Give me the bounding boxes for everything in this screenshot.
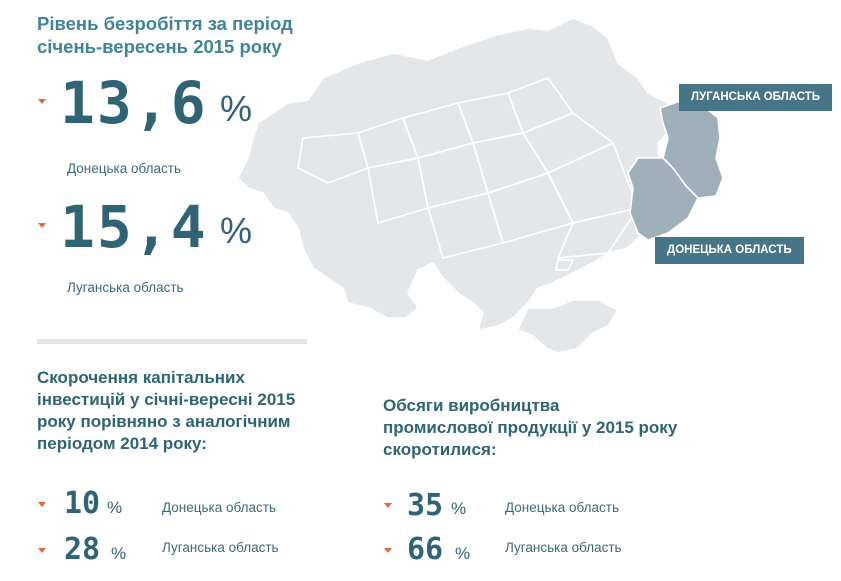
donetsk-unemployment-value: 13,6 <box>60 69 208 137</box>
luhansk-industry-unit: % <box>455 544 471 563</box>
luhansk-industry-value: 66 <box>407 532 444 567</box>
luhansk-unemployment-value: 15,4 <box>60 193 208 261</box>
donetsk-industry-value: 35 <box>407 488 444 523</box>
decrease-arrow-icon <box>38 99 46 104</box>
luhansk-unemployment-region: Луганська область <box>67 280 184 295</box>
unemployment-title-line1: Рівень безробіття за період <box>37 13 293 34</box>
investment-title-line2: інвестицій у січні-вересні 2015 <box>37 390 296 409</box>
industry-title: Обсяги виробництва промислової продукції… <box>383 395 743 461</box>
section-divider <box>37 339 307 344</box>
investment-title-line4: періодом 2014 року: <box>37 434 207 453</box>
industry-title-line3: скоротилися: <box>383 440 497 459</box>
luhansk-map-label: ЛУГАНСЬКА ОБЛАСТЬ <box>679 84 833 111</box>
donetsk-unemployment-region: Донецька область <box>67 161 181 176</box>
investment-title-line1: Скорочення капітальних <box>37 368 245 387</box>
donetsk-investment-value: 10 <box>64 486 101 521</box>
luhansk-industry-region: Луганська область <box>505 540 622 555</box>
donetsk-industry-region: Донецька область <box>505 500 619 515</box>
donetsk-industry-unit: % <box>451 499 467 518</box>
ukraine-map <box>237 17 724 354</box>
luhansk-investment-value: 28 <box>64 532 101 567</box>
decrease-arrow-icon <box>384 548 392 553</box>
donetsk-investment-unit: % <box>107 498 123 517</box>
luhansk-investment-region: Луганська область <box>162 540 279 555</box>
unemployment-title-line2: січень-вересень 2015 року <box>37 36 282 57</box>
investment-title-line3: року порівняно з аналогічним <box>37 412 291 431</box>
luhansk-unemployment-unit: % <box>220 210 253 251</box>
investment-title: Скорочення капітальних інвестицій у січн… <box>37 367 337 455</box>
industry-title-line1: Обсяги виробництва <box>383 396 560 415</box>
decrease-arrow-icon <box>38 223 46 228</box>
ukraine-country-shape <box>237 17 674 332</box>
luhansk-investment-unit: % <box>111 544 127 563</box>
unemployment-title: Рівень безробіття за період січень-верес… <box>37 12 337 58</box>
donetsk-unemployment-unit: % <box>220 88 253 129</box>
donetsk-map-label: ДОНЕЦЬКА ОБЛАСТЬ <box>655 237 804 264</box>
decrease-arrow-icon <box>38 502 46 507</box>
crimea-shape <box>516 299 620 354</box>
donetsk-region-shape <box>627 157 699 241</box>
decrease-arrow-icon <box>38 548 46 553</box>
donetsk-investment-region: Донецька область <box>162 500 276 515</box>
decrease-arrow-icon <box>384 503 392 508</box>
industry-title-line2: промислової продукції у 2015 року <box>383 418 678 437</box>
